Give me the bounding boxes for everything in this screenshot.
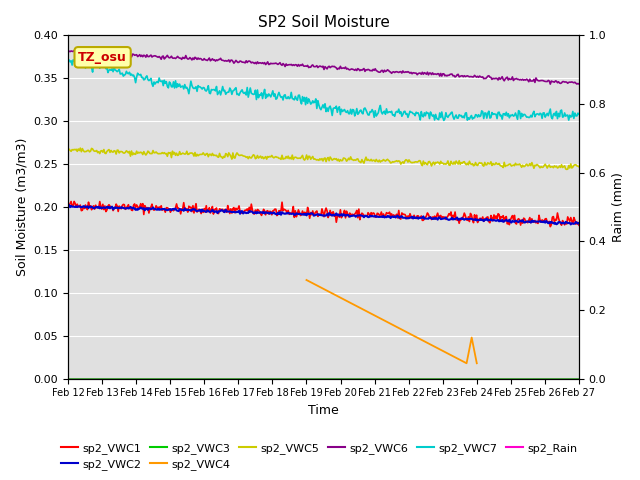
Legend: sp2_VWC1, sp2_VWC2, sp2_VWC3, sp2_VWC4, sp2_VWC5, sp2_VWC6, sp2_VWC7, sp2_Rain: sp2_VWC1, sp2_VWC2, sp2_VWC3, sp2_VWC4, … [57,438,582,474]
Y-axis label: Soil Moisture (m3/m3): Soil Moisture (m3/m3) [15,138,28,276]
X-axis label: Time: Time [308,404,339,417]
Text: TZ_osu: TZ_osu [78,51,127,64]
Title: SP2 Soil Moisture: SP2 Soil Moisture [257,15,389,30]
Y-axis label: Raim (mm): Raim (mm) [612,172,625,242]
